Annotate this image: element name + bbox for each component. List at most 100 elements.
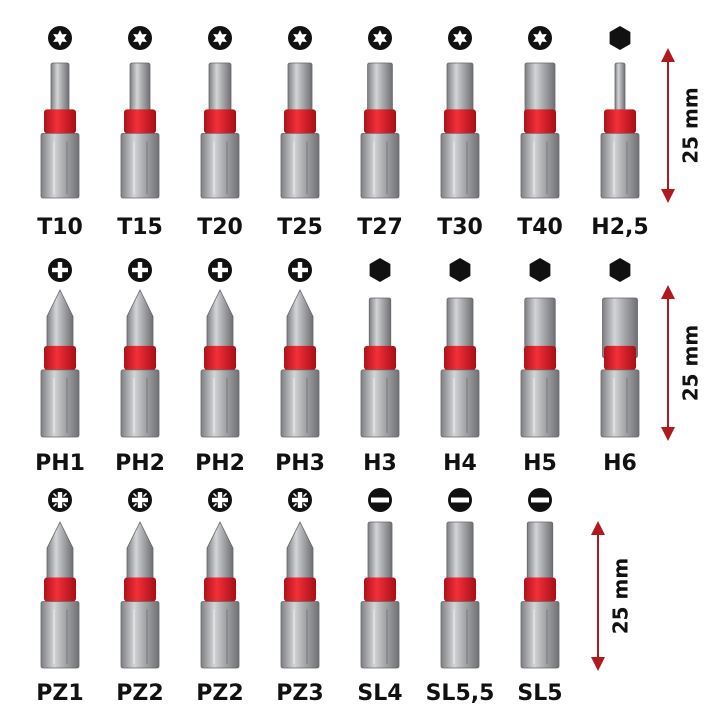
bit-body: [280, 132, 320, 199]
bit-label: H4: [443, 451, 477, 476]
bit-body: [120, 132, 160, 199]
tip-icon: [48, 26, 72, 50]
bit-tip: [126, 289, 154, 351]
bit-tip: [206, 521, 234, 582]
bit-band: [444, 345, 476, 370]
bit-band: [44, 109, 76, 134]
torx-star: [53, 30, 67, 46]
tip-icon: [448, 26, 472, 50]
dimension-label: 25 mm: [679, 325, 703, 401]
bit-tip: [367, 521, 393, 582]
bit: [200, 62, 240, 199]
bit-band: [204, 109, 236, 134]
cross-v: [217, 262, 223, 278]
tip-icon: [529, 258, 551, 282]
tip-icon: [288, 488, 312, 512]
tip-icon: [449, 258, 471, 282]
tip-icon: [609, 26, 631, 50]
bit-body: [40, 601, 80, 669]
pozi-mark: [132, 502, 138, 508]
bit-body: [520, 601, 560, 669]
bit: [360, 521, 400, 669]
dimension-label: 25 mm: [679, 87, 703, 163]
bit-label: T10: [37, 215, 83, 240]
bit: [200, 289, 240, 438]
bit-label: T27: [357, 215, 403, 240]
bit-body: [440, 601, 480, 669]
pozi-mark: [302, 492, 308, 498]
bit: [440, 297, 480, 438]
bit-label: PH2: [195, 451, 245, 476]
cross-v: [297, 492, 303, 508]
pozi-mark: [132, 492, 138, 498]
torx-star: [533, 30, 547, 46]
bit-tip: [46, 289, 74, 351]
bit: [280, 289, 320, 438]
slot: [371, 497, 389, 503]
bit: [40, 62, 80, 199]
tip-icon: [288, 258, 312, 282]
bit-body: [600, 369, 640, 438]
pozi-mark: [62, 492, 68, 498]
torx-star: [213, 30, 227, 46]
slot: [451, 497, 469, 503]
bit-label: T30: [437, 215, 483, 240]
bit: [440, 62, 480, 199]
tip-icon: [369, 258, 391, 282]
bit-band: [44, 345, 76, 370]
bit-body: [520, 132, 560, 199]
hex-icon: [609, 258, 631, 282]
tip-icon: [208, 258, 232, 282]
cross-v: [137, 262, 143, 278]
pozi-mark: [52, 492, 58, 498]
bit-band: [44, 577, 76, 602]
bit-label: H3: [363, 451, 397, 476]
bit: [520, 297, 560, 438]
bit-body: [280, 601, 320, 669]
bit-body: [200, 132, 240, 199]
bit-body: [280, 369, 320, 438]
pozi-mark: [222, 502, 228, 508]
bit-band: [364, 109, 396, 134]
bit-body: [360, 132, 400, 199]
bit-label: PZ2: [196, 681, 243, 706]
tip-icon: [208, 26, 232, 50]
bit-body: [200, 369, 240, 438]
bit-label: PZ2: [116, 681, 163, 706]
bit-label: H6: [603, 451, 637, 476]
bit: [520, 521, 560, 669]
bit-label: PZ3: [276, 681, 323, 706]
bit-label: SL4: [357, 681, 402, 706]
bit-body: [120, 369, 160, 438]
torx-star: [453, 30, 467, 46]
tip-icon: [128, 258, 152, 282]
torx-star: [373, 30, 387, 46]
bit-label: SL5,5: [426, 681, 495, 706]
bit-band: [364, 577, 396, 602]
bit-label: T25: [277, 215, 323, 240]
bit: [40, 289, 80, 438]
bit: [360, 62, 400, 199]
bit: [120, 62, 160, 199]
tip-icon: [609, 258, 631, 282]
tip-icon: [48, 258, 72, 282]
bit-body: [360, 601, 400, 669]
cross-v: [297, 262, 303, 278]
bit: [520, 62, 560, 199]
bit-label: H5: [523, 451, 557, 476]
pozi-mark: [142, 502, 148, 508]
pozi-mark: [62, 502, 68, 508]
cross-v: [57, 262, 63, 278]
cross-v: [137, 492, 143, 508]
bit: [200, 521, 240, 669]
bit-body: [40, 369, 80, 438]
tip-icon: [528, 488, 552, 512]
tip-icon: [128, 26, 152, 50]
bit-label: T20: [197, 215, 243, 240]
bit-label: PH2: [115, 451, 165, 476]
bit-tip: [526, 521, 554, 582]
bit-tip: [126, 521, 154, 582]
hex-icon: [529, 258, 551, 282]
bit-tip: [206, 289, 234, 351]
